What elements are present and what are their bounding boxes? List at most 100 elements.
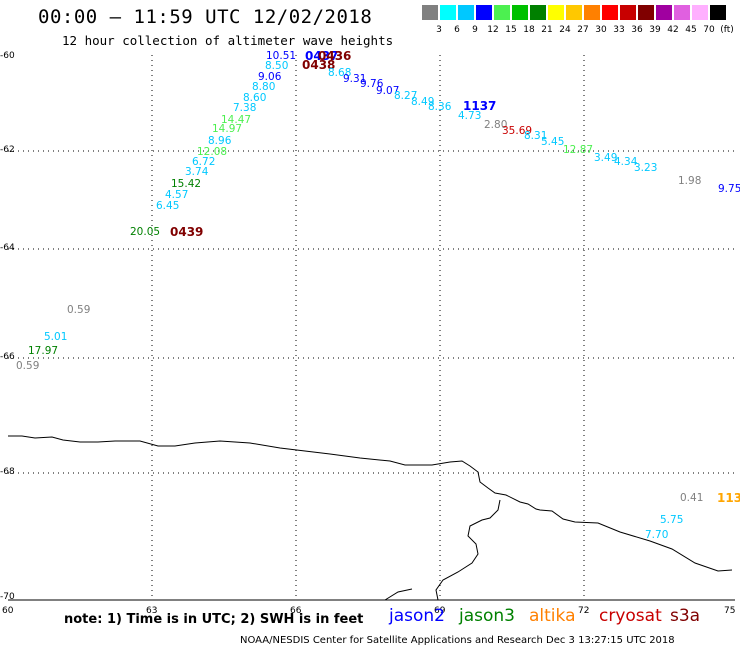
colorbar-swatch xyxy=(566,5,582,20)
colorbar-swatch xyxy=(494,5,510,20)
wave-height-observation: 3.23 xyxy=(634,162,658,174)
colorbar-swatch xyxy=(710,5,726,20)
colorbar-label: 39 xyxy=(649,25,661,35)
colorbar-label: 33 xyxy=(613,25,625,35)
latitude-label: -60 xyxy=(0,51,15,61)
lat-lon-grid xyxy=(8,55,735,601)
wave-height-observation: 8.80 xyxy=(252,81,276,93)
wave-height-observation: 5.75 xyxy=(660,514,684,526)
wave-height-observation: 0438 xyxy=(302,58,336,72)
wave-height-observation: 8.31 xyxy=(524,130,548,142)
colorbar-label: 30 xyxy=(595,25,607,35)
wave-height-observation: 8.49 xyxy=(411,96,435,108)
wave-height-observation: 35.69 xyxy=(502,125,533,137)
longitude-label: 75 xyxy=(724,606,736,616)
wave-height-observation: 3.74 xyxy=(185,166,209,178)
wave-height-observation: 8.68 xyxy=(328,67,352,79)
longitude-label: 72 xyxy=(578,606,590,616)
colorbar-label: 36 xyxy=(631,25,643,35)
colorbar-swatch xyxy=(656,5,672,20)
colorbar-swatch xyxy=(458,5,474,20)
longitude-label: 69 xyxy=(434,606,446,616)
colorbar-swatch xyxy=(476,5,492,20)
wave-height-observation: 0436 xyxy=(318,49,352,63)
colorbar-swatch xyxy=(584,5,600,20)
colorbar-label: 21 xyxy=(541,25,553,35)
map-title: 00:00 — 11:59 UTC 12/02/2018 xyxy=(38,6,373,28)
wave-height-observation: 8.96 xyxy=(208,135,232,147)
colorbar-label: 45 xyxy=(685,25,697,35)
wave-height-observation: 0.41 xyxy=(680,492,704,504)
colorbar-label: 42 xyxy=(667,25,679,35)
colorbar-label: 15 xyxy=(505,25,517,35)
latitude-label: -64 xyxy=(0,243,15,253)
colorbar-swatch xyxy=(692,5,708,20)
wave-height-observation: 9.06 xyxy=(258,71,282,83)
satellite-legend-entry: cryosat xyxy=(599,606,662,626)
latitude-label: -70 xyxy=(0,592,15,602)
coastline-south xyxy=(384,588,413,601)
satellite-legend-entry: s3a xyxy=(670,606,701,626)
wave-height-observation: 8.60 xyxy=(243,92,267,104)
longitude-label: 60 xyxy=(2,606,14,616)
colorbar-swatch xyxy=(422,5,438,20)
wave-height-observation: 1.98 xyxy=(678,175,702,187)
colorbar-label: 24 xyxy=(559,25,571,35)
wave-height-observation: 12.87 xyxy=(563,144,594,156)
wave-height-observation: 4.73 xyxy=(458,110,482,122)
colorbar-swatch xyxy=(674,5,690,20)
wave-height-observation: 4.57 xyxy=(165,189,189,201)
wave-height-observation: 9.76 xyxy=(360,78,384,90)
colorbar-label: 27 xyxy=(577,25,589,35)
wave-height-observation: 3.49 xyxy=(594,152,618,164)
wave-height-observation: 8.27 xyxy=(394,90,418,102)
colorbar-swatch xyxy=(602,5,618,20)
coastline xyxy=(8,435,733,572)
latitude-label: -66 xyxy=(0,352,15,362)
wave-height-observation: 10.51 xyxy=(266,50,297,62)
colorbar-label: 18 xyxy=(523,25,535,35)
latitude-label: -68 xyxy=(0,467,15,477)
satellite-legend-entry: jason2 xyxy=(389,606,445,626)
wave-height-observation: 14.97 xyxy=(212,123,243,135)
satellite-legend-entry: jason3 xyxy=(459,606,515,626)
colorbar-swatch xyxy=(440,5,456,20)
coastline-inlet xyxy=(435,499,501,601)
wave-height-observation: 2.80 xyxy=(484,119,508,131)
wave-height-observation: 0439 xyxy=(170,225,204,239)
wave-height-observation: 113 xyxy=(717,491,740,505)
wave-height-observation: 6.45 xyxy=(156,200,180,212)
wave-height-observation: 15.42 xyxy=(171,178,202,190)
colorbar-swatch xyxy=(548,5,564,20)
wave-height-observation: 17.97 xyxy=(28,345,59,357)
satellite-legend-entry: altika xyxy=(529,606,576,626)
wave-height-observation: 8.36 xyxy=(428,101,452,113)
colorbar-swatch xyxy=(530,5,546,20)
wave-height-observation: 8.50 xyxy=(265,60,289,72)
longitude-label: 66 xyxy=(290,606,302,616)
wave-height-observation: 5.01 xyxy=(44,331,68,343)
wave-height-observation: 7.38 xyxy=(233,102,257,114)
wave-height-observation: 6.72 xyxy=(192,156,216,168)
wave-height-observation: 0437 xyxy=(305,49,339,63)
credit-line: NOAA/NESDIS Center for Satellite Applica… xyxy=(240,635,675,646)
wave-height-observation: 9.31 xyxy=(343,73,367,85)
colorbar-label: 3 xyxy=(436,25,442,35)
wave-height-observation: 5.45 xyxy=(541,136,565,148)
colorbar-label: 9 xyxy=(472,25,478,35)
wave-height-observation: 9.07 xyxy=(376,85,400,97)
wave-height-observation: 4.34 xyxy=(614,156,638,168)
wave-height-observation: 1137 xyxy=(463,99,497,113)
colorbar-label: 6 xyxy=(454,25,460,35)
wave-height-observation: 20.05 xyxy=(130,226,161,238)
wave-height-observation: 12.08 xyxy=(197,146,228,158)
wave-height-observation: 14.47 xyxy=(221,114,252,126)
longitude-label: 63 xyxy=(146,606,158,616)
wave-height-observation: 9.75 xyxy=(718,183,740,195)
colorbar-label: 70 xyxy=(703,25,715,35)
colorbar-label: (ft) xyxy=(720,25,734,35)
wave-height-observation: 7.70 xyxy=(645,529,669,541)
colorbar-swatch xyxy=(638,5,654,20)
map-subtitle: 12 hour collection of altimeter wave hei… xyxy=(62,33,394,48)
